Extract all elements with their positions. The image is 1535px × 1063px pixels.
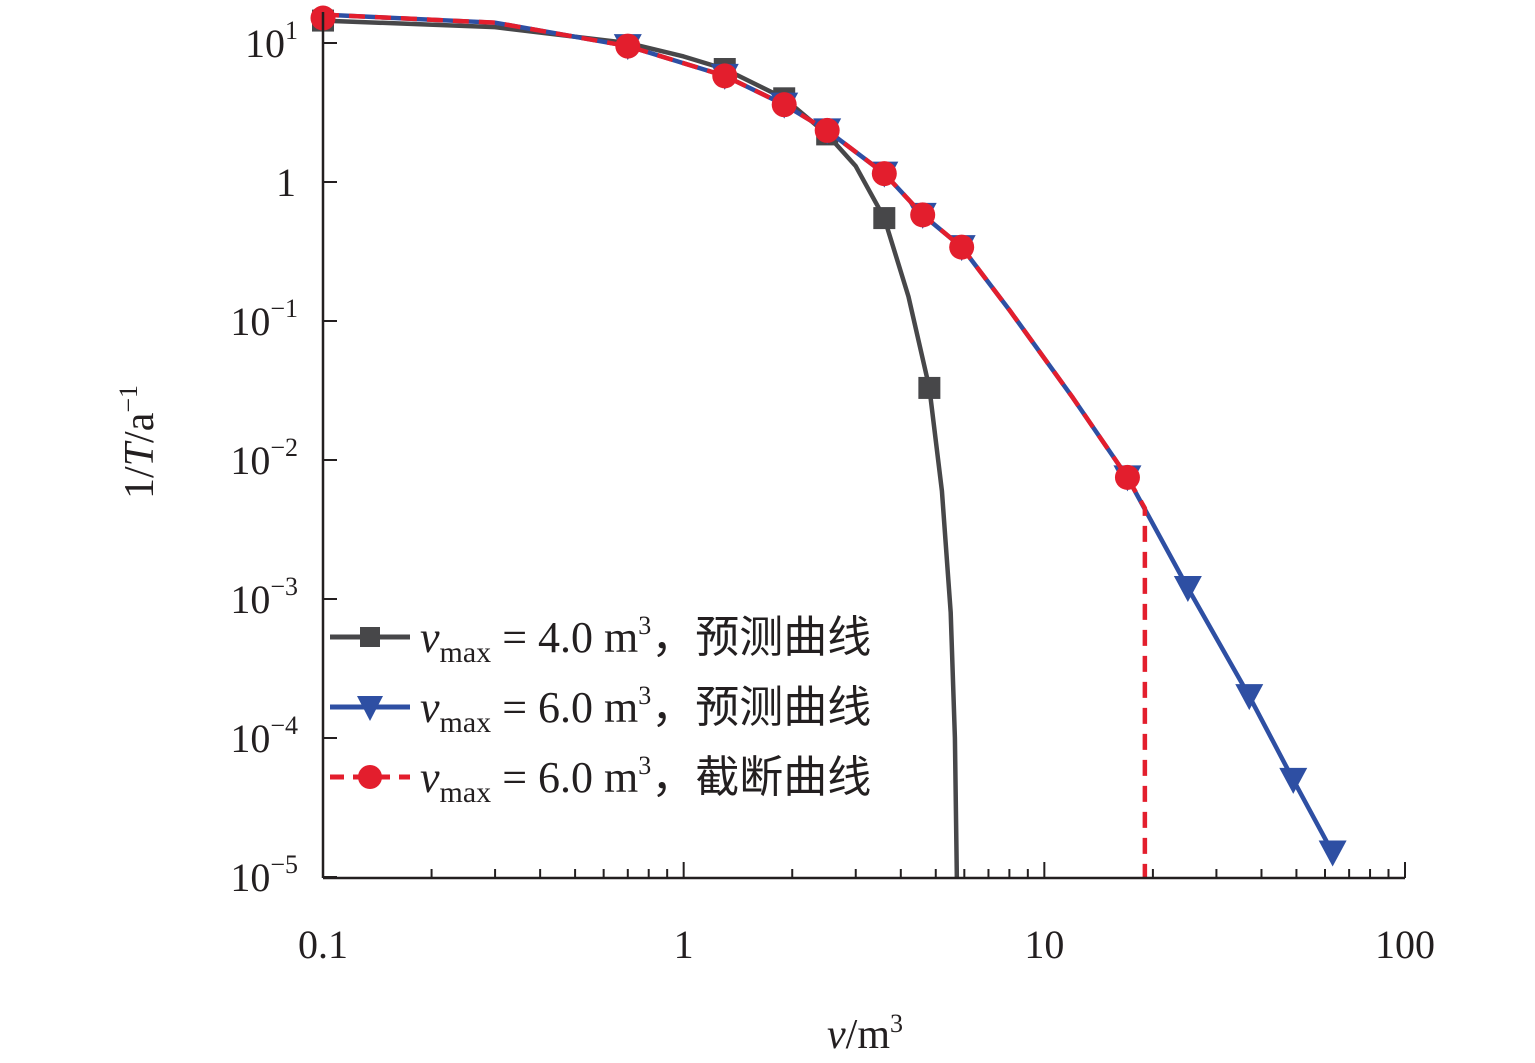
y-tick-label: 10−3: [230, 572, 298, 622]
y-tick-label: 1: [276, 160, 296, 205]
data-point-circle: [615, 33, 641, 59]
y-tick-label: 10−2: [230, 433, 298, 483]
x-tick-label: 10: [1024, 922, 1064, 967]
data-point-circle: [871, 161, 897, 187]
legend-label-2: vmax = 6.0 m3，预测曲线: [420, 681, 871, 739]
legend-label-3: vmax = 6.0 m3，截断曲线: [420, 751, 871, 809]
data-point-circle: [712, 63, 738, 89]
series-3: [310, 5, 1148, 877]
legend-entry-3: vmax = 6.0 m3，截断曲线: [330, 751, 871, 809]
data-point-circle: [1114, 464, 1140, 490]
y-tick-label: 10−1: [230, 294, 298, 344]
data-point-square: [918, 376, 941, 399]
legend-label-1: vmax = 4.0 m3，预测曲线: [420, 611, 871, 669]
x-tick-label: 0.1: [298, 922, 348, 967]
data-point-circle: [814, 117, 840, 143]
legend-marker-circle: [358, 765, 382, 789]
data-point-circle: [771, 92, 797, 118]
legend-entry-2: vmax = 6.0 m3，预测曲线: [330, 681, 871, 739]
series-line-3: [322, 12, 1148, 877]
y-axis-ticks: 101 1 10−1 10−2 10−3 10−4 10−5: [230, 16, 337, 900]
x-axis-title: v/m3: [827, 1009, 903, 1058]
legend: vmax = 4.0 m3，预测曲线 vmax = 6.0 m3，预测曲线 vm…: [330, 611, 871, 809]
data-point-square: [873, 207, 896, 230]
series-line-1: [322, 18, 960, 878]
data-point-triangle: [1279, 767, 1308, 794]
series-1: [312, 9, 960, 878]
legend-marker-triangle: [357, 696, 383, 721]
data-point-triangle: [1173, 575, 1202, 602]
legend-entry-1: vmax = 4.0 m3，预测曲线: [330, 611, 871, 669]
y-tick-label: 101: [245, 16, 298, 66]
x-axis-ticks: 0.1 1 10 100: [298, 862, 1435, 967]
data-point-circle: [949, 234, 975, 260]
axes: 0.1 1 10 100 101 1 10−1 10−2 10−3 10−4 10−5: [230, 12, 1435, 967]
data-point-triangle: [1318, 840, 1347, 867]
x-tick-label: 1: [674, 922, 694, 967]
data-point-triangle: [1235, 684, 1264, 711]
x-tick-label: 100: [1375, 922, 1435, 967]
y-axis-title: 1/T/a−1: [114, 385, 163, 499]
y-tick-label: 10−5: [230, 850, 298, 900]
legend-marker-square: [360, 627, 380, 647]
data-point-circle: [910, 202, 936, 228]
y-tick-label: 10−4: [230, 711, 298, 761]
series-layer: [310, 5, 1347, 878]
